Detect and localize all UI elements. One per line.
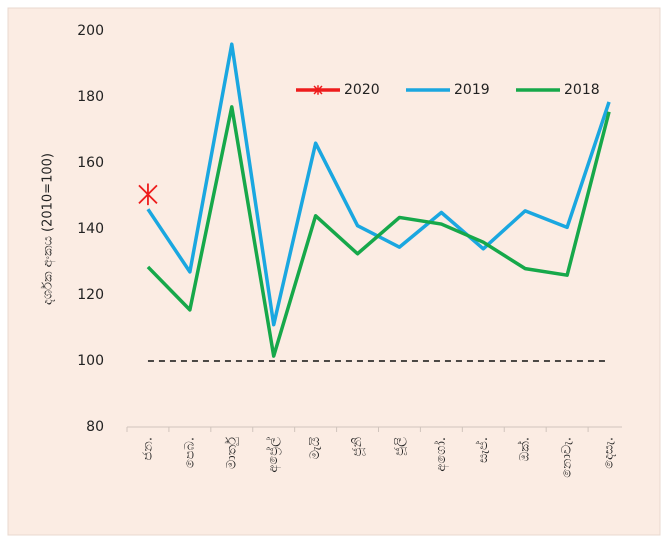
- legend-label: 2020: [344, 82, 380, 98]
- x-tick-label: නොවැ.: [560, 437, 575, 478]
- x-tick-label: අගෝ.: [433, 437, 449, 472]
- x-tick-label: දෙසැ.: [602, 437, 617, 469]
- x-tick-label: ඔක්.: [517, 437, 533, 461]
- y-tick-label: 100: [77, 353, 104, 369]
- x-tick-label: ජූලි: [392, 437, 407, 456]
- x-tick-label: සැප්.: [475, 437, 491, 463]
- y-tick-label: 80: [86, 419, 104, 435]
- y-tick-label: 200: [77, 23, 104, 39]
- x-tick-label: ජන.: [140, 437, 155, 461]
- series-line: [146, 105, 611, 358]
- y-tick-label: 120: [77, 287, 104, 303]
- y-tick-label: 180: [77, 89, 104, 105]
- x-tick-label: මැයි: [308, 437, 323, 460]
- legend-marker: [313, 85, 323, 95]
- x-tick-label: ජූනි: [350, 437, 365, 457]
- legend-label: 2019: [454, 82, 490, 98]
- x-tick-label: මාර්තු: [223, 437, 239, 469]
- y-axis-label: දර්ශක අංකය (2010=100): [40, 153, 56, 305]
- y-tick-label: 140: [77, 221, 104, 237]
- y-tick-label: 160: [77, 155, 104, 171]
- legend-label: 2018: [564, 82, 600, 98]
- point-marker: [138, 183, 158, 206]
- x-tick-label: පෙබ.: [182, 437, 197, 468]
- x-tick-label: අප්‍රේල්: [265, 437, 281, 473]
